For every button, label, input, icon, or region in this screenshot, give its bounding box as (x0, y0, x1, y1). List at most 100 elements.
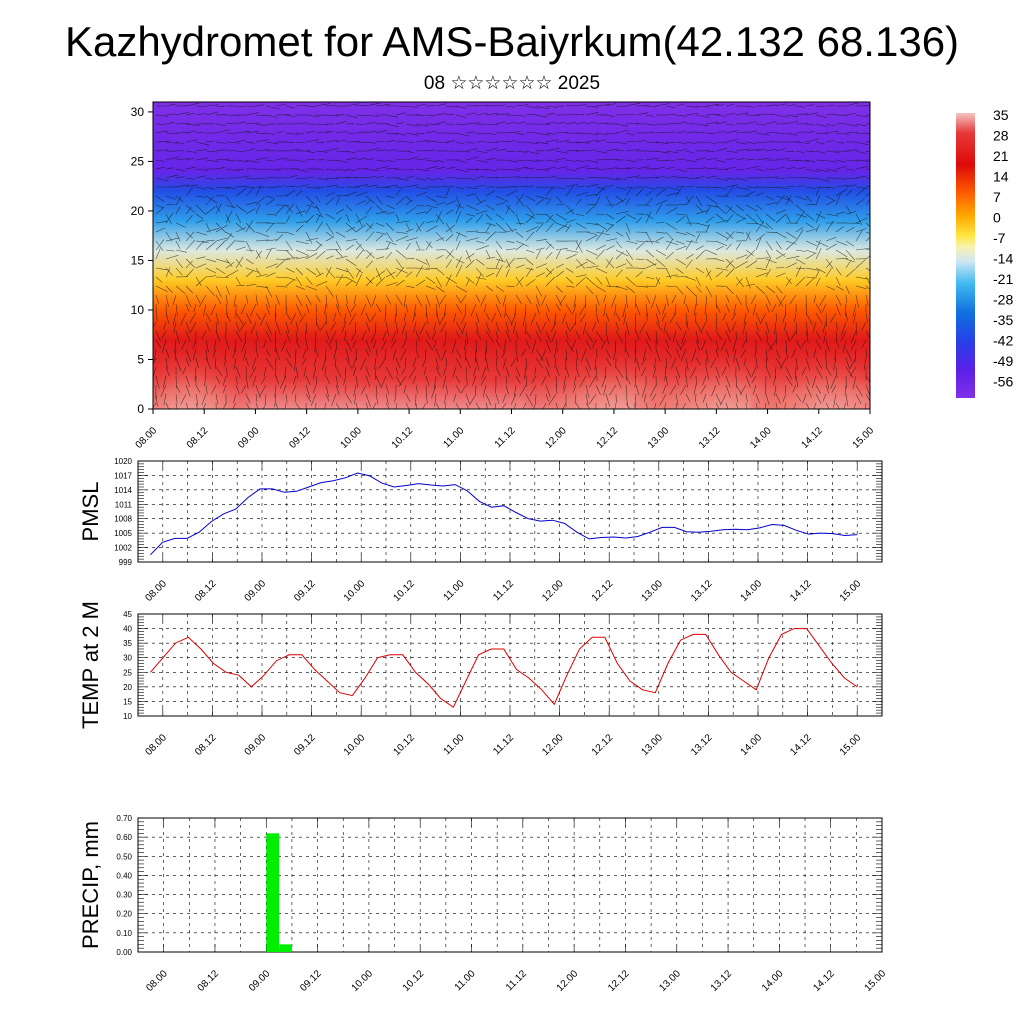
x-tick-label: 13.00 (657, 968, 683, 994)
x-tick-label: 14.12 (788, 732, 814, 758)
y-tick-label: 0.10 (116, 929, 132, 938)
minor-ticks (138, 817, 883, 953)
minor-ticks (138, 613, 882, 717)
x-tick-label: 12.00 (540, 578, 566, 604)
x-tick-label: 09.00 (243, 578, 269, 604)
axis-label: PMSL (78, 482, 103, 542)
x-tick-label: 08.00 (143, 578, 169, 604)
cross-section-panel: 0 5 10 15 20 25 30 08.00 08.12 09.00 09.12 10.00 10.… (131, 101, 877, 451)
x-tick-label: 10.12 (391, 578, 417, 604)
y-tick-label: 15 (123, 697, 132, 706)
heating-area-3 (750, 329, 870, 409)
x-tick-label: 09.00 (247, 968, 273, 994)
wind-vector-overlay (153, 102, 870, 409)
y-tick-label: 10 (123, 712, 132, 721)
x-tick-label: 10.00 (339, 425, 365, 451)
x-tick-label: 14.00 (760, 968, 786, 994)
x-tick-label: 14.00 (739, 578, 765, 604)
y-tick-label: 0.00 (116, 948, 132, 957)
y-tick-label: 1005 (114, 529, 132, 538)
colorbar-label: 28 (993, 128, 1009, 144)
pmsl-panel: 999 1002 1005 1008 1011 1014 1017 1020 08.00 08.1… (78, 457, 883, 604)
x-tick-label: 12.12 (595, 425, 621, 451)
x-tick-label: 09.12 (292, 732, 318, 758)
x-tick-label: 10.00 (350, 968, 376, 994)
colorbar-gradient (956, 113, 975, 398)
x-tick-label: 15.00 (851, 425, 877, 451)
y-tick-label: 0.40 (116, 871, 132, 880)
x-tick-label: 08.00 (134, 425, 160, 451)
y-tick-label: 5 (137, 352, 144, 366)
y-tick-label: 25 (123, 668, 132, 677)
x-tick-label: 13.12 (709, 968, 735, 994)
x-tick-label: 10.12 (401, 968, 427, 994)
y-tick-label: 30 (131, 105, 145, 119)
x-tick-label: 12.00 (540, 732, 566, 758)
y-tick-label: 1017 (114, 471, 132, 480)
colorbar-label: 14 (993, 169, 1009, 185)
x-tick-label: 12.12 (590, 578, 616, 604)
x-tick-label: 10.00 (342, 578, 368, 604)
series-line (150, 628, 858, 709)
x-tick-label: 14.00 (739, 732, 765, 758)
x-tick-label: 09.12 (298, 968, 324, 994)
x-tick-label: 09.12 (292, 578, 318, 604)
x-tick-label: 13.12 (697, 425, 723, 451)
y-tick-label: 15 (131, 253, 145, 267)
colorbar-label: 21 (993, 148, 1009, 164)
x-tick-label: 08.12 (193, 732, 219, 758)
wind-vectors (153, 102, 870, 409)
y-tick-label: 0.30 (116, 891, 132, 900)
axis-label: PRECIP, mm (78, 821, 103, 949)
precip-bar (279, 944, 292, 952)
colorbar-label: -49 (993, 353, 1013, 369)
grid (138, 613, 882, 717)
x-tick-label: 14.12 (788, 578, 814, 604)
x-tick-label: 08.12 (193, 578, 219, 604)
x-tick-label: 11.12 (491, 732, 516, 757)
y-tick-label: 1011 (115, 500, 133, 509)
y-tick-label: 25 (131, 154, 145, 168)
colorbar-label: -21 (993, 271, 1013, 287)
x-tick-label: 12.12 (590, 732, 616, 758)
y-tick-label: 0.70 (116, 814, 132, 823)
y-tick-label: 40 (123, 625, 132, 634)
x-tick-label: 13.00 (639, 578, 665, 604)
colorbar-label: -42 (993, 333, 1013, 349)
x-tick-label: 14.00 (748, 425, 774, 451)
y-tick-label: 1002 (114, 544, 132, 553)
series-line (150, 472, 858, 556)
colorbar: 35 28 21 14 7 0 -7 -14 -21 -28 -35 -42 -49 -56 (956, 107, 1013, 398)
x-tick-label: 13.00 (639, 732, 665, 758)
y-tick-label: 1008 (114, 515, 132, 524)
colorbar-label: 35 (993, 107, 1009, 123)
x-tick-label: 08.00 (143, 732, 169, 758)
x-tick-label: 11.00 (441, 425, 466, 450)
x-tick-label: 13.00 (646, 425, 672, 451)
colorbar-label: -28 (993, 292, 1013, 308)
x-tick-label: 08.12 (196, 968, 222, 994)
chart-subtitle: 08 ☆☆☆☆☆☆ 2025 (423, 73, 601, 94)
grid (138, 460, 882, 563)
x-tick-label: 11.00 (442, 578, 467, 603)
panel-frame (137, 613, 883, 717)
x-tick-label: 08.12 (185, 425, 211, 451)
x-tick-label: 12.12 (606, 968, 632, 994)
colorbar-label: -14 (993, 251, 1013, 267)
x-tick-label: 13.12 (689, 578, 715, 604)
y-tick-label: 30 (123, 654, 132, 663)
x-tick-label: 14.12 (811, 968, 837, 994)
x-tick-label: 09.12 (287, 425, 313, 451)
y-tick-label: 999 (119, 558, 133, 567)
x-tick-label: 15.00 (838, 578, 864, 604)
x-tick-label: 14.12 (799, 425, 825, 451)
axis-label: TEMP at 2 M (78, 601, 103, 729)
y-tick-label: 20 (123, 683, 132, 692)
colorbar-label: -35 (993, 312, 1013, 328)
y-tick-label: 1020 (114, 457, 132, 466)
x-tick-label: 09.00 (236, 425, 262, 451)
x-tick-label: 15.00 (863, 968, 889, 994)
x-tick-label: 11.00 (453, 968, 478, 993)
y-tick-label: 0.50 (116, 852, 132, 861)
